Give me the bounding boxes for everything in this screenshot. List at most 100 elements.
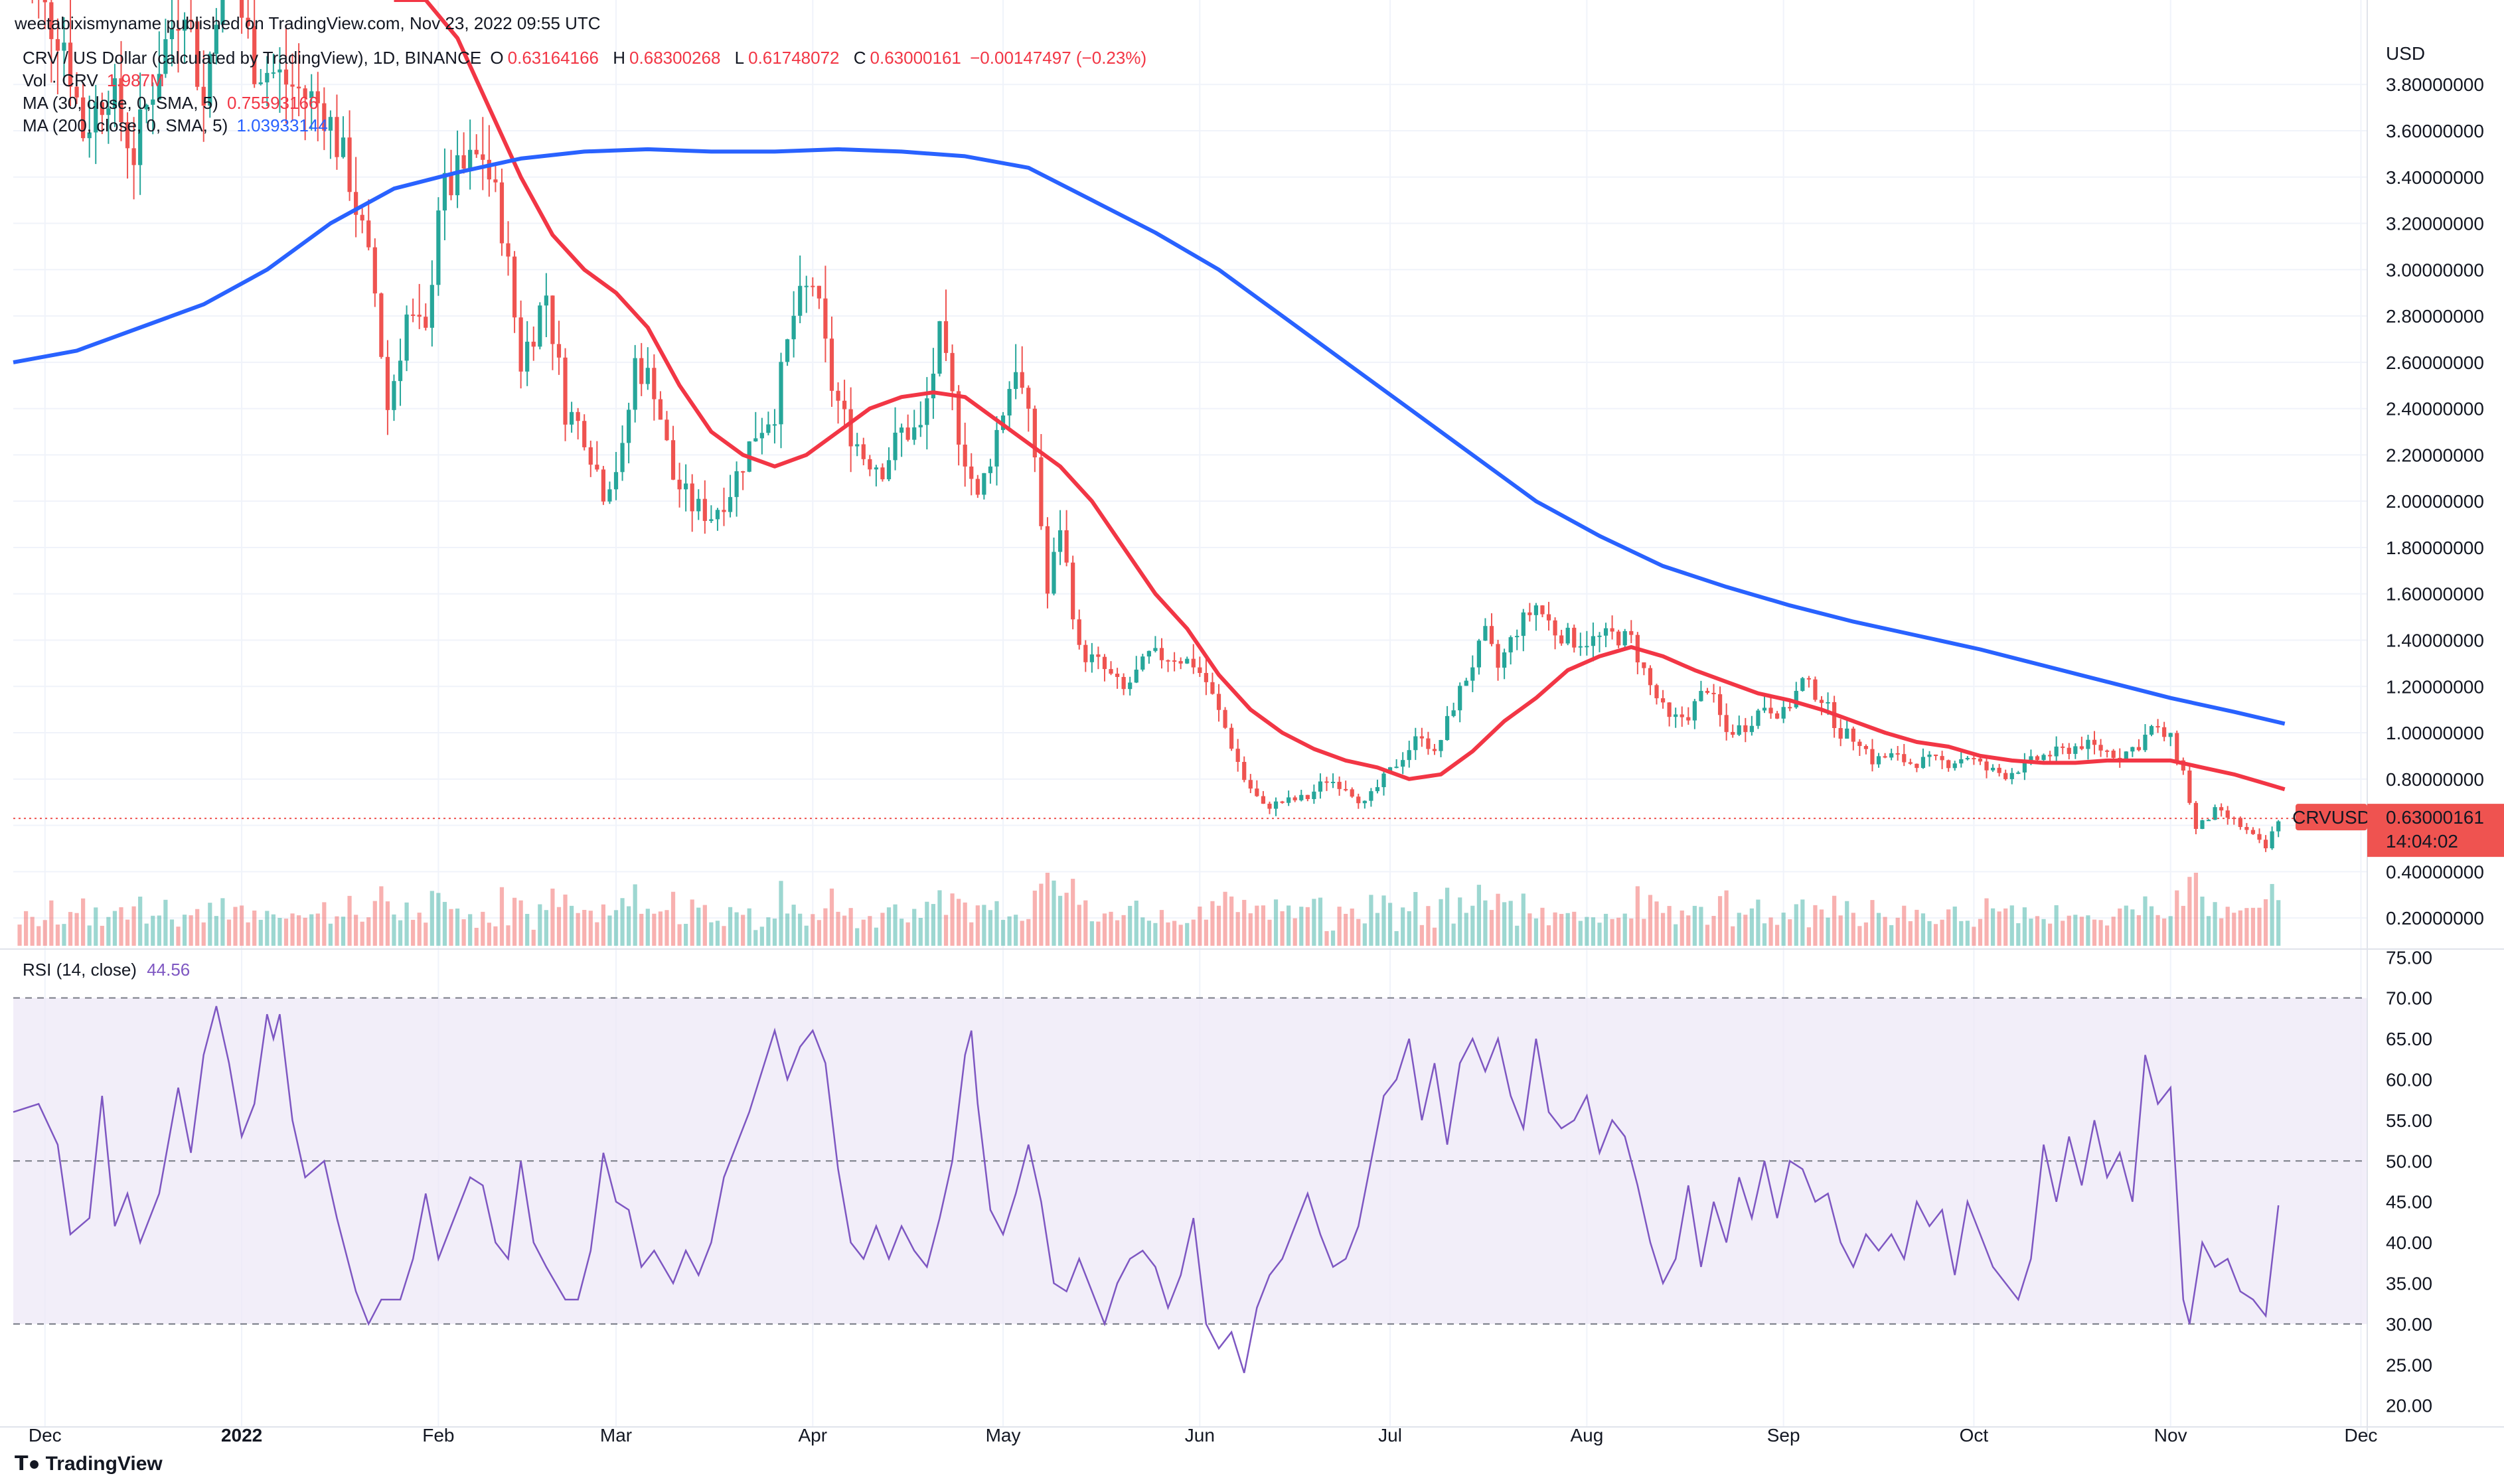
candle-body <box>538 305 542 347</box>
volume-bar <box>1191 919 1196 946</box>
volume-bar <box>1458 897 1462 946</box>
ma200-value: 1.03933144 <box>236 115 328 135</box>
candle-body <box>2238 818 2242 828</box>
price-tick-label: 1.20000000 <box>2386 676 2484 697</box>
volume-bar <box>747 908 751 946</box>
candle-body <box>493 179 498 183</box>
rsi-tick-label: 25.00 <box>2386 1355 2432 1375</box>
volume-bar <box>772 919 777 946</box>
candle-body <box>1559 635 1564 644</box>
volume-bar <box>2232 913 2236 946</box>
candle-body <box>658 399 663 420</box>
volume-bar <box>2155 915 2160 946</box>
volume-bar <box>1071 879 1075 946</box>
candle-body <box>1717 694 1723 715</box>
volume-bar <box>969 922 974 946</box>
candle-body <box>283 69 289 85</box>
price-tick-label: 0.40000000 <box>2386 861 2484 882</box>
candle-body <box>1483 626 1488 641</box>
volume-bar <box>525 914 530 946</box>
volume-bar <box>1540 907 1545 946</box>
volume-bar <box>1724 890 1729 946</box>
volume-bar <box>893 904 898 946</box>
candle-body <box>1350 789 1354 797</box>
time-tick-label: Sep <box>1767 1425 1800 1446</box>
volume-bar <box>1952 906 1957 946</box>
volume-bar <box>411 919 416 946</box>
candle-body <box>1057 530 1063 552</box>
time-tick-label: Mar <box>600 1425 632 1446</box>
volume-bar <box>1578 921 1583 946</box>
volume-bar <box>918 917 923 946</box>
candle-body <box>62 42 66 51</box>
candle-body <box>1711 692 1716 695</box>
volume-bar <box>81 898 86 946</box>
volume-bar <box>722 926 726 946</box>
candle-body <box>823 298 828 339</box>
volume-bar <box>1895 917 1900 946</box>
candle-body <box>474 149 479 155</box>
candle-body <box>2003 773 2008 779</box>
volume-bar <box>868 916 872 946</box>
volume-bar <box>1819 909 1824 946</box>
ma200-line <box>13 147 2286 726</box>
candle-body <box>1255 788 1259 796</box>
volume-bar <box>474 927 479 946</box>
candle-body <box>487 159 491 180</box>
candle-body <box>912 427 917 440</box>
volume-bar <box>1889 925 1894 946</box>
candle-body <box>943 321 949 353</box>
volume-bar <box>1172 921 1177 946</box>
volume-bar <box>1292 918 1297 946</box>
volume-bar <box>538 904 542 946</box>
volume-bar <box>1496 893 1500 946</box>
volume-bar <box>271 914 275 946</box>
candle-body <box>1667 702 1672 717</box>
volume-bar <box>2175 890 2179 946</box>
candle-body <box>1362 800 1367 804</box>
candle-body <box>341 137 346 157</box>
candle-body <box>379 293 384 357</box>
volume-bar <box>753 930 758 946</box>
candle-body <box>665 419 669 441</box>
volume-bar <box>201 922 206 946</box>
volume-bar <box>328 923 333 946</box>
price-tick-label: 3.20000000 <box>2386 214 2484 234</box>
candle-body <box>1680 714 1684 717</box>
volume-bar <box>1007 916 1012 946</box>
volume-bar <box>1553 912 1557 946</box>
volume-bar <box>855 928 860 946</box>
candle-body <box>994 429 999 467</box>
candle-layer <box>31 0 2281 852</box>
rsi-tick-label: 75.00 <box>2386 947 2432 968</box>
volume-bar <box>100 925 104 946</box>
candle-body <box>759 433 764 439</box>
candle-body <box>1312 791 1316 800</box>
tradingview-logo[interactable]: 𝗧● TradingView <box>15 1452 163 1475</box>
candle-body <box>798 285 803 316</box>
candle-body <box>2200 820 2205 829</box>
rsi-tick-label: 40.00 <box>2386 1232 2432 1253</box>
ma30-label: MA (30, close, 0, SMA, 5) <box>23 93 218 113</box>
candle-body <box>1622 631 1627 646</box>
volume-bar <box>2079 917 2084 946</box>
volume-bar <box>1533 918 1539 946</box>
volume-bar <box>461 919 466 946</box>
volume-bar <box>1838 915 1843 946</box>
volume-bar <box>360 921 364 946</box>
volume-bar <box>1857 926 1862 946</box>
candle-body <box>297 86 301 89</box>
volume-bar <box>652 913 657 946</box>
candle-body <box>360 214 364 221</box>
candle-body <box>1648 668 1653 686</box>
volume-bar <box>1863 922 1869 946</box>
candle-body <box>1743 725 1748 732</box>
volume-bar <box>1559 914 1564 946</box>
volume-bar <box>1419 925 1424 946</box>
volume-bar <box>1109 911 1113 946</box>
candle-body <box>1014 372 1018 390</box>
candle-body <box>2168 733 2173 737</box>
volume-bar <box>2124 905 2128 946</box>
volume-bar <box>785 913 790 946</box>
